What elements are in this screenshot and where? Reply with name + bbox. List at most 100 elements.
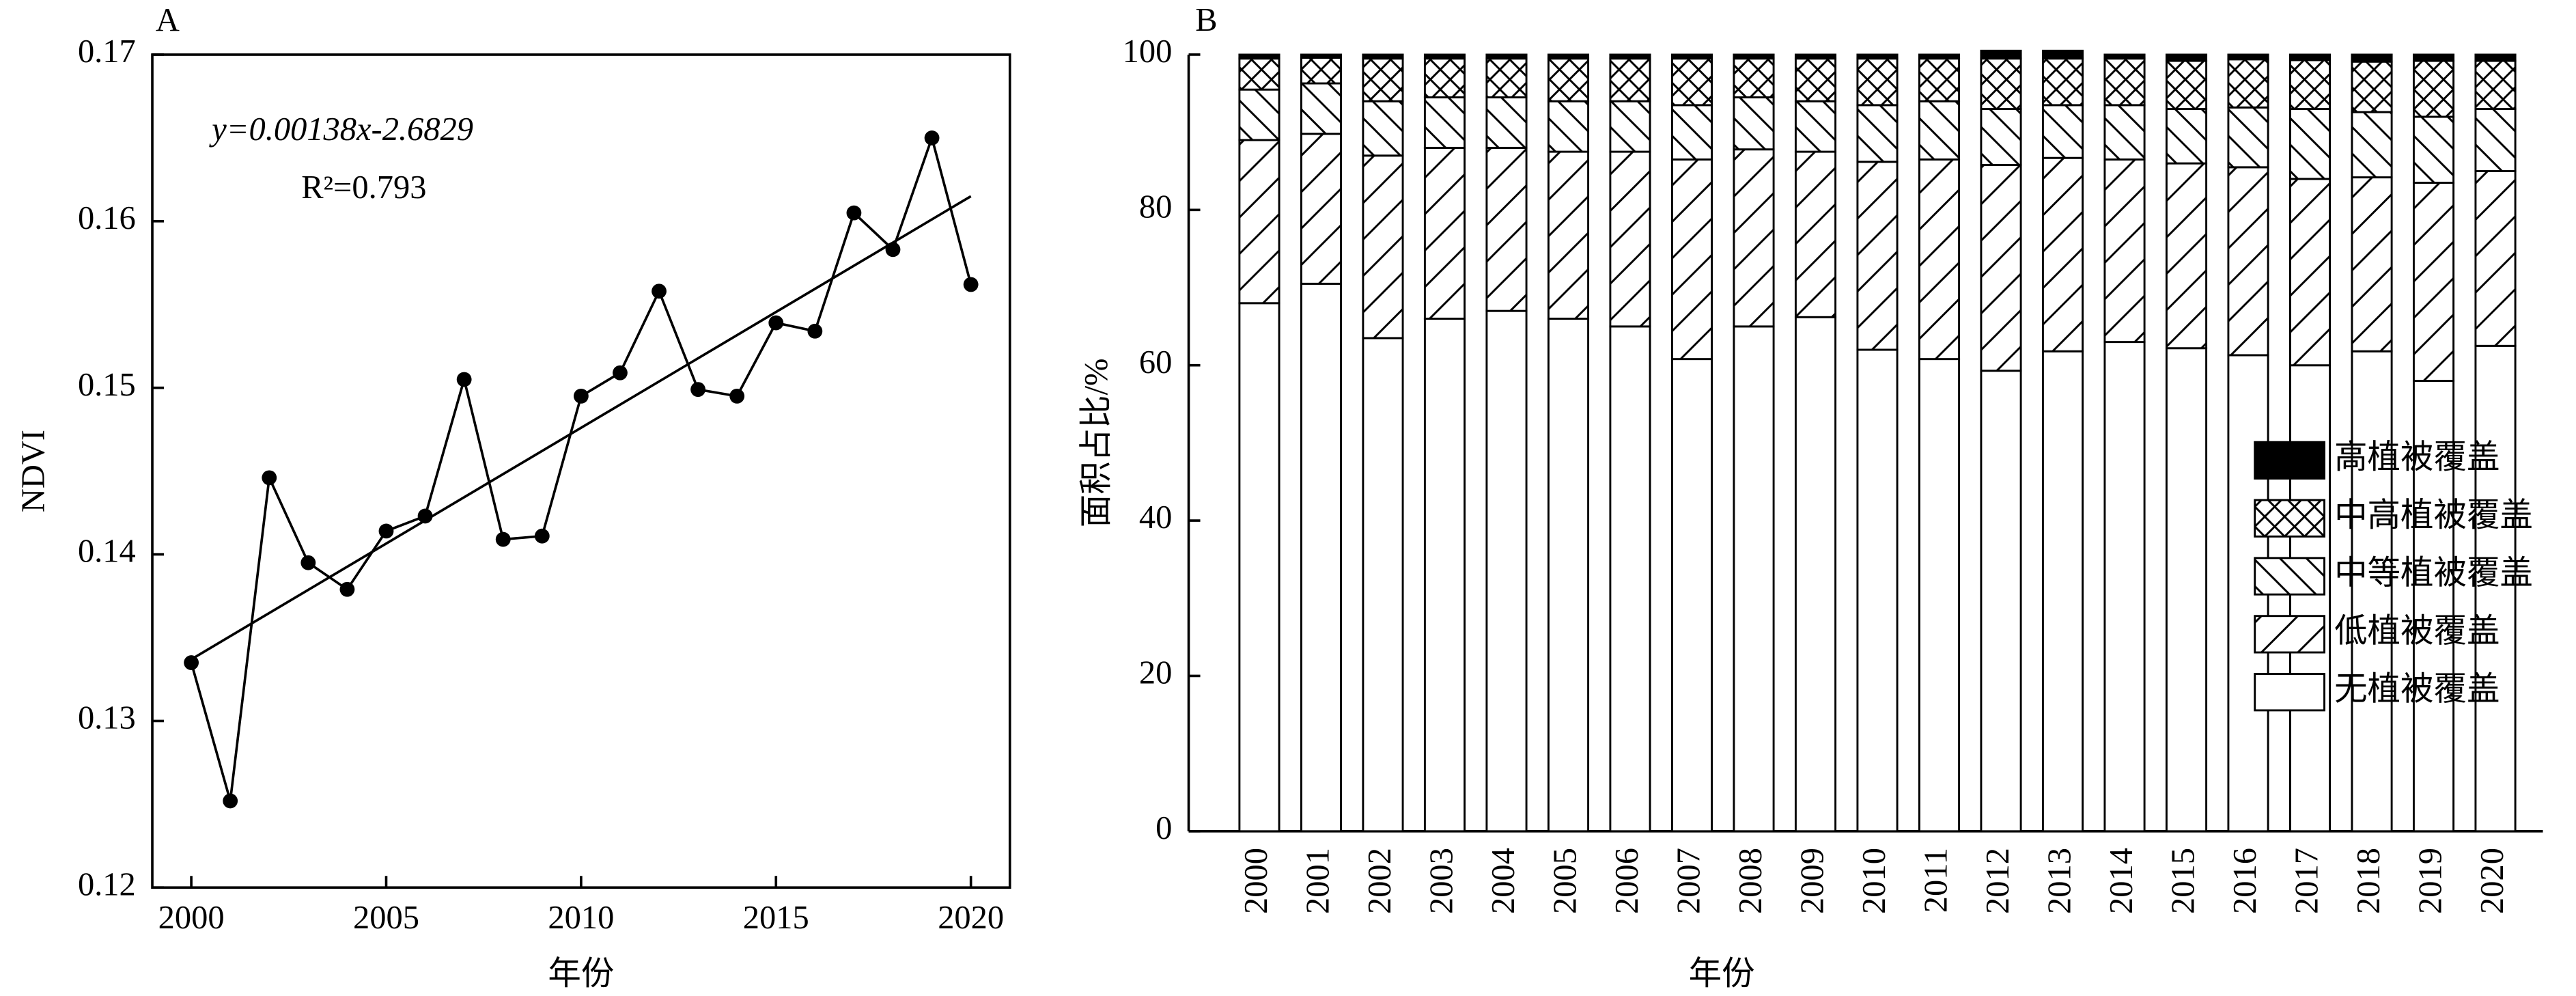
x-tick-label: 2005 <box>1548 848 1584 914</box>
bar-segment <box>1670 57 1713 107</box>
bar-segment <box>1733 96 1775 151</box>
data-point <box>885 242 901 258</box>
x-tick-label: 2011 <box>1918 848 1955 913</box>
legend-label: 中等植被覆盖 <box>2334 555 2533 592</box>
bar-segment <box>2351 176 2393 352</box>
bar-segment <box>1856 161 1899 351</box>
data-point <box>768 315 784 331</box>
bar-segment <box>2227 166 2269 357</box>
bar-segment <box>2474 170 2517 347</box>
y-tick-label: 0.13 <box>78 700 136 736</box>
bar-segment <box>2474 53 2517 62</box>
equation: y=0.00138x-2.6829 <box>208 111 473 148</box>
x-tick-label: 2005 <box>353 900 419 936</box>
bar-segment <box>1794 53 1837 60</box>
bar-segment <box>1856 104 1899 163</box>
bar-segment <box>1300 82 1343 135</box>
x-tick-label: 2000 <box>1238 848 1274 914</box>
x-tick-label: 2008 <box>1733 848 1769 914</box>
bar-segment <box>2165 59 2208 111</box>
bar-segment <box>2288 59 2332 111</box>
bar-segment <box>1918 100 1961 161</box>
x-tick-label: 2002 <box>1362 848 1398 914</box>
data-point <box>339 581 355 597</box>
bar-segment <box>1980 57 2022 111</box>
x-tick-label: 2016 <box>2227 848 2263 914</box>
y-tick-label: 0.17 <box>78 33 136 70</box>
bar-segment <box>1300 57 1343 85</box>
y-axis-label: NDVI <box>15 430 51 512</box>
bar-segment <box>1856 348 1899 833</box>
bar-segment <box>1485 146 1528 312</box>
data-point <box>184 655 199 670</box>
y-tick-label: 80 <box>1139 189 1172 225</box>
bar-segment <box>1918 358 1961 833</box>
bar-segment <box>2288 178 2332 367</box>
bar-segment <box>1238 88 1280 141</box>
data-point <box>223 793 238 809</box>
bar-segment <box>2041 350 2084 833</box>
y-tick-label: 0.16 <box>78 200 136 236</box>
data-point <box>300 555 316 570</box>
bar-segment <box>2288 364 2332 833</box>
x-tick-label: 2009 <box>1795 848 1831 914</box>
bar-segment <box>2165 53 2208 62</box>
bar-segment <box>1485 309 1528 833</box>
bar-segment <box>1238 302 1280 833</box>
bar-segment <box>1918 57 1961 102</box>
bar-segment <box>1423 146 1466 320</box>
x-tick-label: 2003 <box>1424 848 1460 914</box>
bar-segment <box>2288 108 2332 180</box>
bar-segment <box>2351 350 2393 833</box>
bar-segment <box>1670 158 1713 361</box>
bar-segment <box>2041 156 2084 352</box>
x-tick-label: 2010 <box>1856 848 1892 914</box>
bar-segment <box>1980 49 2022 60</box>
data-point <box>378 523 394 539</box>
y-tick-label: 40 <box>1139 499 1172 536</box>
bar-segment <box>1856 53 1899 60</box>
legend-label: 中高植被覆盖 <box>2334 497 2533 534</box>
bar-segment <box>1980 370 2022 833</box>
data-point <box>652 283 667 299</box>
bar-segment <box>1485 53 1528 60</box>
data-point <box>807 323 823 339</box>
data-point <box>456 372 472 387</box>
bar-segment <box>1485 96 1528 149</box>
trend-line <box>191 195 972 661</box>
bar-segment <box>2165 108 2208 165</box>
bar-segment <box>1547 150 1590 320</box>
x-tick-label: 2013 <box>2042 848 2078 914</box>
bar-segment <box>1362 337 1404 833</box>
x-tick-label: 2017 <box>2289 848 2325 914</box>
x-tick-label: 2001 <box>1300 848 1336 914</box>
bar-segment <box>1547 100 1590 153</box>
y-tick-label: 0.14 <box>78 534 136 570</box>
bar-segment <box>1238 53 1280 60</box>
bar-segment <box>1733 57 1775 98</box>
bar-segment <box>2412 380 2455 833</box>
bar-segment <box>1300 282 1343 833</box>
bar-segment <box>1362 100 1404 157</box>
data-point <box>690 382 706 398</box>
bar-segment <box>1794 316 1837 833</box>
data-point <box>534 528 550 544</box>
bar-segment <box>1794 150 1837 318</box>
x-tick-label: 2015 <box>743 900 809 936</box>
bar-segment <box>1300 133 1343 285</box>
x-tick-label: 2019 <box>2413 848 2449 914</box>
bar-segment <box>2103 57 2146 107</box>
y-axis-label: 面积占比/% <box>1078 359 1115 528</box>
x-tick-label: 2014 <box>2103 848 2140 914</box>
bar-segment <box>1423 53 1466 60</box>
bar-segment <box>1423 318 1466 833</box>
x-tick-label: 2004 <box>1485 848 1522 914</box>
bar-segment <box>2412 182 2455 382</box>
bar-segment <box>1980 108 2022 166</box>
bar-segment <box>1918 53 1961 60</box>
bar-segment <box>1238 139 1280 305</box>
bar-segment <box>1609 150 1651 328</box>
bar-segment <box>2165 162 2208 350</box>
data-point <box>729 388 745 404</box>
y-tick-label: 100 <box>1123 33 1173 70</box>
